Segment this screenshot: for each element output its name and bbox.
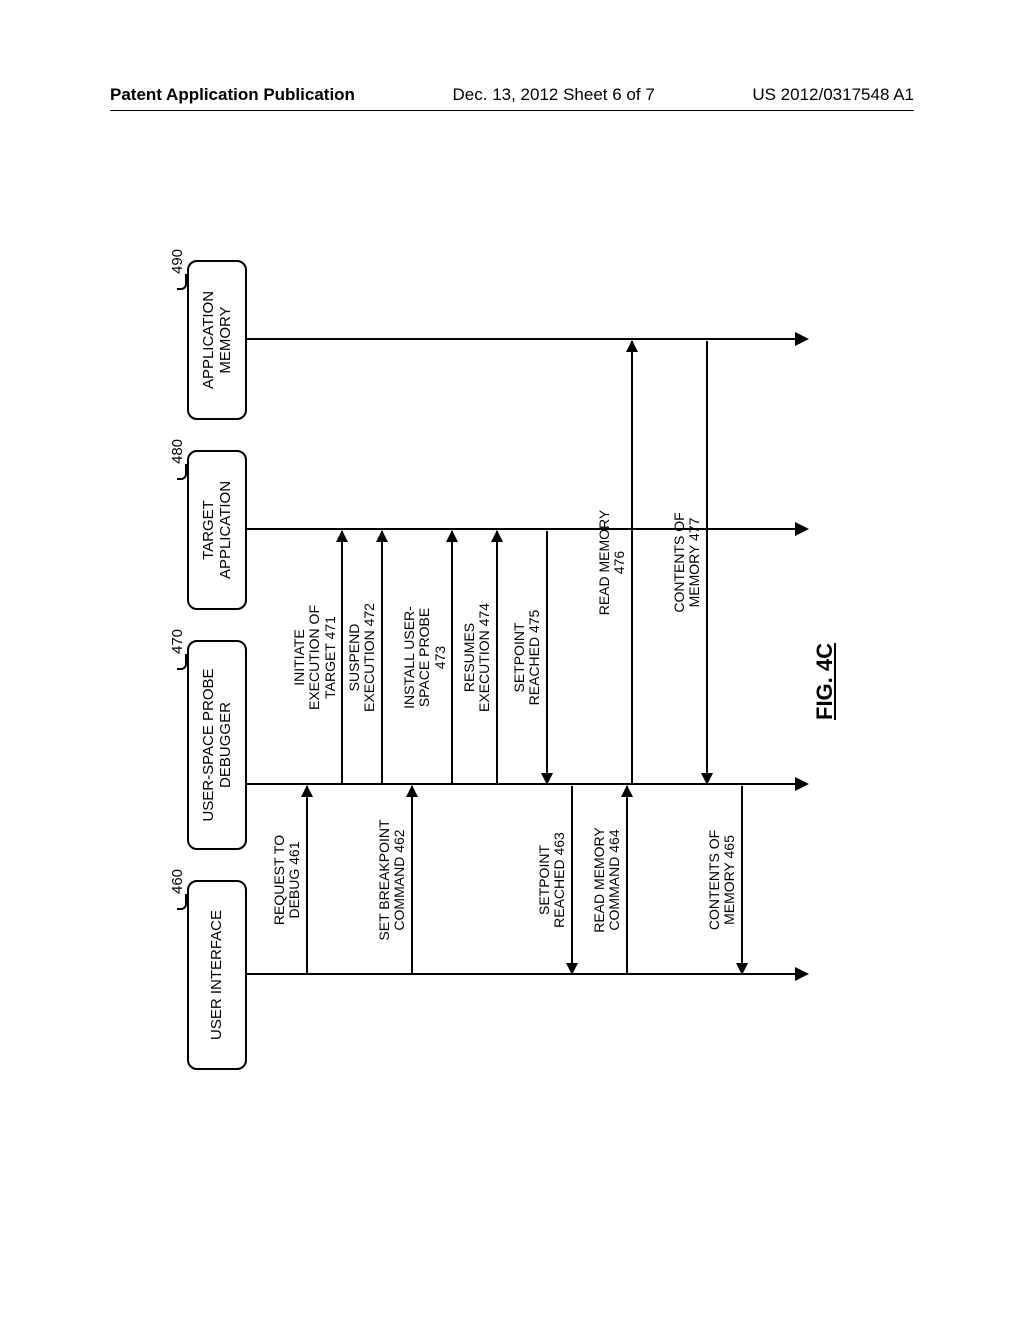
header-rule [110,110,914,111]
message-arrow-2 [381,531,383,784]
message-label-7: SETPOINTREACHED 463 [537,785,568,975]
actor-box-dbg: USER-SPACE PROBEDEBUGGER [187,640,247,850]
message-arrow-9 [631,341,633,784]
message-label-4: INSTALL USER-SPACE PROBE473 [402,530,448,785]
ref-num-dbg: 470 [169,629,186,654]
message-label-0: REQUEST TODEBUG 461 [272,785,303,975]
message-label-10: CONTENTS OFMEMORY 477 [672,340,703,785]
lifeline-arrowhead-target [795,522,809,536]
message-arrow-1 [341,531,343,784]
message-arrow-3 [411,786,413,974]
message-label-2: SUSPENDEXECUTION 472 [347,530,378,785]
lifeline-arrowhead-ui [795,967,809,981]
message-label-6: SETPOINTREACHED 475 [512,530,543,785]
lifeline-arrowhead-appmem [795,332,809,346]
ref-num-target: 480 [169,439,186,464]
lifeline-arrowhead-dbg [795,777,809,791]
message-arrow-5 [496,531,498,784]
actor-box-appmem: APPLICATIONMEMORY [187,260,247,420]
lifeline-appmem [247,338,797,340]
page-header: Patent Application Publication Dec. 13, … [0,85,1024,105]
message-arrow-8 [626,786,628,974]
header-right: US 2012/0317548 A1 [752,85,914,105]
message-label-9: READ MEMORY476 [597,340,628,785]
message-label-3: SET BREAKPOINTCOMMAND 462 [377,785,408,975]
sequence-diagram: FIG. 4C USER INTERFACE460USER-SPACE PROB… [177,240,847,1080]
message-arrow-4 [451,531,453,784]
ref-bracket-appmem [177,274,187,290]
message-arrow-10 [706,341,708,784]
message-arrow-7 [571,786,573,974]
message-label-11: CONTENTS OFMEMORY 465 [707,785,738,975]
message-label-5: RESUMESEXECUTION 474 [462,530,493,785]
actor-box-target: TARGETAPPLICATION [187,450,247,610]
actor-box-ui: USER INTERFACE [187,880,247,1070]
ref-num-appmem: 490 [169,249,186,274]
message-arrow-0 [306,786,308,974]
message-label-1: INITIATEEXECUTION OFTARGET 471 [292,530,338,785]
ref-bracket-dbg [177,654,187,670]
message-label-8: READ MEMORYCOMMAND 464 [592,785,623,975]
header-left: Patent Application Publication [110,85,355,105]
diagram-rotated-container: FIG. 4C USER INTERFACE460USER-SPACE PROB… [177,240,847,1080]
ref-bracket-target [177,464,187,480]
header-center: Dec. 13, 2012 Sheet 6 of 7 [453,85,655,105]
ref-num-ui: 460 [169,869,186,894]
figure-label: FIG. 4C [812,643,838,720]
message-arrow-11 [741,786,743,974]
ref-bracket-ui [177,894,187,910]
message-arrow-6 [546,531,548,784]
